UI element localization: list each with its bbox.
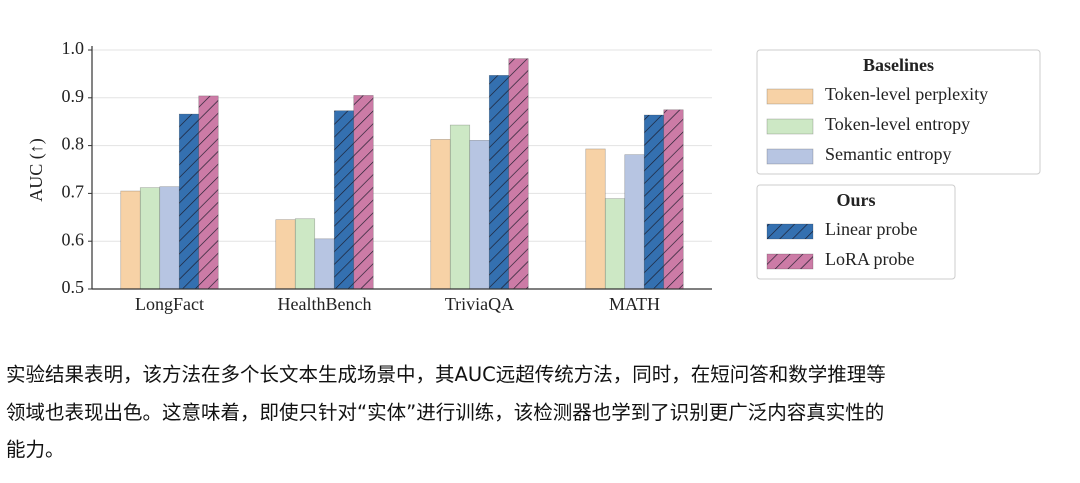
bar bbox=[624, 154, 645, 290]
chart: AUC (↑) 0.5 0.6 0.7 0.8 0.9 1.0 LongFact Health… bbox=[26, 38, 1041, 314]
bar bbox=[275, 219, 296, 290]
bar bbox=[139, 187, 161, 290]
bar bbox=[449, 124, 471, 290]
legend-swatch bbox=[766, 118, 814, 135]
legend-swatch bbox=[766, 148, 814, 165]
bar bbox=[488, 75, 510, 290]
bar bbox=[353, 95, 374, 290]
legend-title: Baselines bbox=[863, 55, 934, 75]
y-axis-label: AUC (↑) bbox=[26, 138, 47, 202]
bar bbox=[198, 95, 219, 290]
legend-title: Ours bbox=[836, 190, 875, 210]
legend-label: Semantic entropy bbox=[825, 144, 951, 164]
bar bbox=[430, 139, 451, 290]
legend-label: LoRA probe bbox=[825, 249, 915, 269]
y-tick-label: 0.5 bbox=[62, 277, 85, 297]
y-tick-label: 0.9 bbox=[62, 86, 85, 106]
bar bbox=[178, 113, 200, 290]
x-tick-label: TriviaQA bbox=[445, 294, 514, 314]
legend-label: Token-level entropy bbox=[825, 114, 970, 134]
paragraph-line: 实验结果表明，该方法在多个长文本生成场景中，其AUC远超传统方法，同时，在短问答… bbox=[6, 363, 886, 386]
legend-swatch bbox=[766, 88, 814, 105]
bar bbox=[120, 190, 141, 290]
bar bbox=[585, 148, 606, 290]
y-tick-label: 0.7 bbox=[62, 182, 85, 202]
legend-swatch bbox=[766, 253, 814, 270]
bar bbox=[663, 109, 684, 290]
bar bbox=[159, 186, 180, 290]
legend-box bbox=[756, 49, 1041, 175]
bar bbox=[508, 58, 529, 290]
legend-swatch bbox=[766, 223, 814, 240]
x-tick-label: LongFact bbox=[135, 294, 204, 314]
paragraph-line: 能力。 bbox=[6, 438, 65, 461]
legend-label: Linear probe bbox=[825, 219, 917, 239]
bar bbox=[333, 110, 355, 290]
x-tick-label: HealthBench bbox=[278, 294, 372, 314]
paragraph-line: 领域也表现出色。这意味着，即使只针对“实体”进行训练，该检测器也学到了识别更广泛… bbox=[6, 400, 885, 424]
bar bbox=[294, 218, 316, 290]
bar bbox=[469, 140, 490, 290]
bar bbox=[604, 198, 626, 290]
y-tick-label: 0.6 bbox=[62, 229, 85, 249]
x-tick-label: MATH bbox=[609, 294, 660, 314]
y-tick-label: 0.8 bbox=[62, 134, 85, 154]
bar bbox=[314, 238, 335, 290]
bar bbox=[643, 114, 665, 290]
legend-label: Token-level perplexity bbox=[825, 84, 988, 104]
y-tick-label: 1.0 bbox=[62, 38, 85, 58]
paragraph: 实验结果表明，该方法在多个长文本生成场景中，其AUC远超传统方法，同时，在短问答… bbox=[6, 356, 1080, 469]
